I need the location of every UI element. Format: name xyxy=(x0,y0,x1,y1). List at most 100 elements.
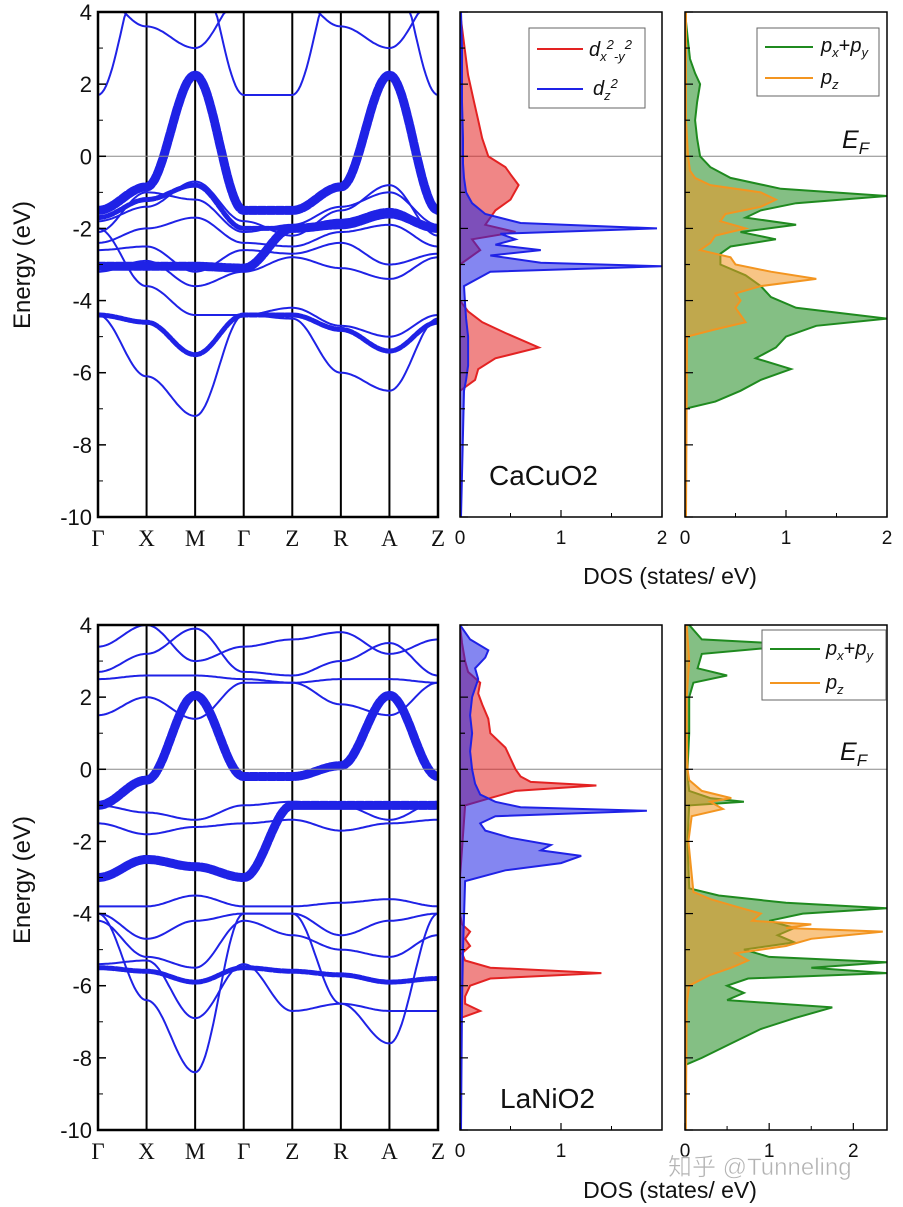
dos-area-dz2 xyxy=(460,625,647,1130)
fat-band-2 xyxy=(98,209,438,273)
panel-frame xyxy=(459,624,663,1131)
legend-label-pz-top: pz xyxy=(820,67,839,92)
ytick-label: -2 xyxy=(72,829,92,854)
kpoint-label: A xyxy=(381,526,398,551)
dos-line-pxpy xyxy=(685,12,887,517)
kpoint-label: Z xyxy=(431,526,445,551)
band-line-7 xyxy=(98,894,438,908)
dos-area-pz xyxy=(685,625,883,1130)
band-line-8 xyxy=(98,912,438,940)
kpoint-label: M xyxy=(185,526,205,551)
dos-line-pz xyxy=(685,625,883,1130)
fat-band-4 xyxy=(98,312,438,358)
plot-area-top-d xyxy=(460,12,662,517)
panel-bottom-p: 0 1 2 xyxy=(680,624,888,1162)
ytick-label: -4 xyxy=(72,289,92,314)
ytick-label: 0 xyxy=(80,144,92,169)
panel-bottom: -10 -8 -6 -4 -2 0 2 4 Γ X M Γ Z R A Z xyxy=(60,613,445,1164)
xtick-label: 1 xyxy=(556,528,567,549)
ylabel-bottom: Energy (eV) xyxy=(9,816,36,944)
band-line-6 xyxy=(98,818,438,836)
xtick-label: 0 xyxy=(455,528,466,549)
legend-label-dz2: dz2 xyxy=(593,76,619,103)
panel-frame xyxy=(684,624,888,1131)
kpoint-label: Γ xyxy=(91,526,104,551)
band-line-9 xyxy=(98,919,438,969)
xtick-label: 2 xyxy=(848,1141,859,1162)
panel-frame xyxy=(96,10,440,519)
plot-area-bottom-d xyxy=(460,625,662,1130)
xlabel-dos-top: DOS (states/ eV) xyxy=(583,563,757,589)
xtick-label: 2 xyxy=(657,528,668,549)
xtick-label: 2 xyxy=(882,528,893,549)
dos-area-dx2-y2 xyxy=(460,12,539,517)
kpoint-label: X xyxy=(138,1139,155,1164)
ytick-label: 2 xyxy=(80,685,92,710)
kpoint-label: Γ xyxy=(237,1139,250,1164)
panel-top-p: 0 1 2 xyxy=(680,11,893,549)
material-label-top: CaCuO2 xyxy=(489,460,598,491)
fat-band-3 xyxy=(98,182,438,231)
ytick-label: 0 xyxy=(80,757,92,782)
xlabel-dos-bottom: DOS (states/ eV) xyxy=(583,1177,757,1203)
ytick-label: -10 xyxy=(60,505,92,530)
plot-area-bottom-p xyxy=(685,625,887,1130)
fat-band-1 xyxy=(98,70,438,215)
kpoint-label: Γ xyxy=(237,526,250,551)
band-line-9 xyxy=(98,227,438,338)
ytick-label: -2 xyxy=(72,216,92,241)
ytick-label: -4 xyxy=(72,902,92,927)
panel-frame xyxy=(459,11,663,518)
xtick-label: 1 xyxy=(781,528,792,549)
legend-label-pz-bottom: pz xyxy=(825,672,844,697)
ytick-label: -6 xyxy=(72,974,92,999)
legend-p-orbitals-bottom: px+py pz xyxy=(761,629,887,701)
fat-band-2 xyxy=(98,800,438,882)
dos-area-dz2 xyxy=(460,12,662,517)
ytick-label: -6 xyxy=(72,361,92,386)
xtick-label: 1 xyxy=(764,1141,775,1162)
legend-label-pxpy-bottom: px+py xyxy=(825,638,874,663)
xtick-label: 0 xyxy=(680,528,691,549)
kpoint-label: A xyxy=(381,1139,398,1164)
fat-band-3 xyxy=(98,965,438,985)
ylabel-top: Energy (eV) xyxy=(9,201,36,329)
legend-label-pxpy-top: px+py xyxy=(820,35,869,60)
band-line-8 xyxy=(98,314,438,418)
ytick-label: -10 xyxy=(60,1118,92,1143)
fat-band-1 xyxy=(98,690,438,810)
xtick-label: 1 xyxy=(556,1141,567,1162)
kpoint-label: Γ xyxy=(91,1139,104,1164)
dos-area-pxpy xyxy=(685,625,887,1130)
fermi-label-bottom: EF xyxy=(840,738,869,770)
dos-line-dz2 xyxy=(460,625,647,1130)
band-line-7 xyxy=(98,256,438,288)
plot-area-top xyxy=(98,12,438,517)
legend-p-orbitals-top: px+py pz xyxy=(756,27,880,97)
ytick-label: 4 xyxy=(80,613,92,638)
kpoint-label: X xyxy=(138,526,155,551)
kpoint-label: M xyxy=(185,1139,205,1164)
material-label-bottom: LaNiO2 xyxy=(500,1083,595,1114)
dos-area-pz xyxy=(685,12,817,517)
xtick-label: 0 xyxy=(680,1141,691,1162)
band-line-10 xyxy=(98,912,438,1074)
xtick-label: 0 xyxy=(455,1141,466,1162)
band-line-2 xyxy=(98,627,438,677)
ytick-label: 4 xyxy=(80,0,92,25)
legend-label-dx2y2: dx2-y2 xyxy=(589,37,633,64)
band-line-2 xyxy=(98,12,438,50)
dos-line-pz xyxy=(685,12,817,517)
dos-area-dx2-y2 xyxy=(460,625,602,1130)
dos-area-pxpy xyxy=(685,12,887,517)
band-line-1 xyxy=(98,12,438,96)
legend-d-orbitals: dx2-y2 dz2 xyxy=(528,27,646,109)
plot-area-top-p xyxy=(685,12,887,517)
ytick-label: 2 xyxy=(80,72,92,97)
watermark: 知乎 @Tunneling xyxy=(668,1154,852,1181)
kpoint-label: R xyxy=(333,526,349,551)
kpoint-label: R xyxy=(333,1139,349,1164)
kpoint-label: Z xyxy=(285,1139,299,1164)
